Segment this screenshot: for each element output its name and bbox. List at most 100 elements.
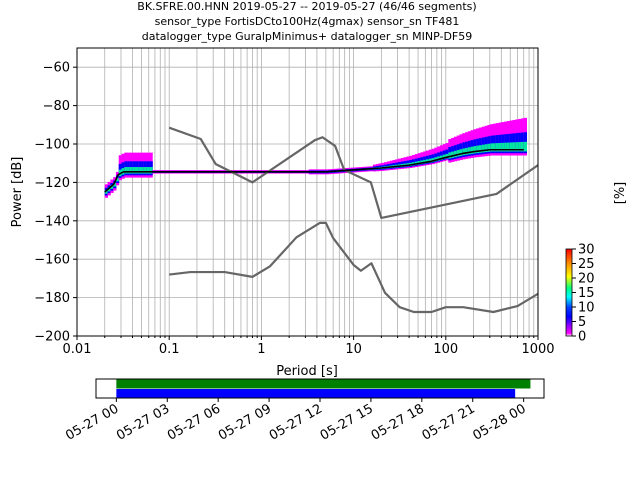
psd-cell-high xyxy=(512,142,516,152)
mode-line xyxy=(104,148,524,193)
timeline-tick-label: 05-27 12 xyxy=(267,401,325,443)
timeline-bars xyxy=(116,379,531,398)
colorbar-tick-label: 0 xyxy=(578,330,586,345)
y-tick-label: −80 xyxy=(43,99,70,114)
x-tick-label: 0.1 xyxy=(159,342,180,357)
x-tick-label: 100 xyxy=(433,342,458,357)
noise-model-lines xyxy=(104,126,538,314)
psd-cell-high xyxy=(518,142,522,152)
psd-cell-high xyxy=(442,154,447,160)
psd-cell-high xyxy=(129,167,134,174)
psd-cell-high xyxy=(490,143,494,152)
psd-cell-high xyxy=(504,142,508,152)
psd-cell-high xyxy=(141,167,145,174)
colorbar-tick-label: 5 xyxy=(578,315,586,330)
x-tick-label: 1 xyxy=(257,342,265,357)
x-tick-label: 10 xyxy=(345,342,362,357)
main-grid xyxy=(77,48,538,336)
main-axes: 0.01 0.1 1 10 100 1000 −200 −180 −160 −140 −120 −10… xyxy=(34,61,554,357)
colorbar-label: [%] xyxy=(613,182,628,205)
psd-cell-high xyxy=(479,145,483,153)
psd-cell-high xyxy=(506,142,511,152)
psd-cell-high xyxy=(445,153,449,159)
psd-cell-high xyxy=(124,167,128,174)
timeline-tick-label: 05-28 00 xyxy=(471,401,529,443)
y-tick-label: −120 xyxy=(34,176,70,191)
psd-cell-high xyxy=(501,142,505,152)
psd-segments-bar xyxy=(116,389,516,398)
psd-cell-high xyxy=(146,167,150,174)
psd-cell-high xyxy=(135,167,139,174)
psd-cell-high xyxy=(498,142,502,152)
y-axis-label: Power [dB] xyxy=(10,157,25,228)
high-noise-model-line xyxy=(168,126,538,220)
psd-cell-high xyxy=(132,167,136,174)
psd-cell-high xyxy=(453,150,458,158)
psd-cell-high xyxy=(110,185,114,189)
psd-cell-high xyxy=(143,167,148,174)
timeline-tick-label: 05-27 03 xyxy=(114,401,172,443)
colorbar-tick-label: 10 xyxy=(578,301,595,316)
colorbar-tick-label: 20 xyxy=(578,272,595,287)
psd-cell-high xyxy=(115,177,120,182)
title-line-3: datalogger_type GuralpMinimus+ datalogge… xyxy=(142,30,473,43)
title-line-2: sensor_type FortisDCto100Hz(4gmax) senso… xyxy=(155,15,460,28)
psd-cell-high xyxy=(481,144,486,153)
y-tick-label: −140 xyxy=(34,214,70,229)
main-plot-frame xyxy=(76,47,539,337)
x-axis-label: Period [s] xyxy=(276,364,338,379)
psd-cell-high xyxy=(462,148,466,156)
x-tick-label: 0.01 xyxy=(63,342,92,357)
psd-cell-high xyxy=(459,149,463,156)
timeline-tick-label: 05-27 06 xyxy=(165,401,223,443)
psd-cell-high xyxy=(107,187,111,192)
psd-cell-high xyxy=(523,141,528,152)
low-noise-model-line xyxy=(169,221,538,314)
psd-cell-high xyxy=(520,141,525,152)
y-tick-label: −200 xyxy=(34,330,70,345)
timeline-tick-label: 05-27 18 xyxy=(369,401,427,443)
psd-cell-high xyxy=(104,190,109,194)
psd-cell-high xyxy=(138,167,142,174)
colorbar-tick-label: 15 xyxy=(578,286,595,301)
psd-cell-high xyxy=(149,167,153,174)
timeline-tick-label: 05-27 15 xyxy=(318,401,376,443)
y-tick-label: −180 xyxy=(34,291,70,306)
colorbar-tick-label: 30 xyxy=(578,243,595,258)
y-tick-label: −100 xyxy=(34,138,70,153)
y-tick-label: −160 xyxy=(34,253,70,268)
psd-cell-high xyxy=(495,143,500,152)
psd-cell-high xyxy=(509,142,514,152)
psd-cell-high xyxy=(467,147,472,155)
psd-cell-high xyxy=(476,145,480,154)
psd-cell-high xyxy=(439,155,444,160)
x-tick-label: 1000 xyxy=(521,342,554,357)
timeline-tick-label: 05-27 21 xyxy=(420,401,478,443)
timeline-tick-label: 05-27 00 xyxy=(63,401,121,443)
psd-cell-high xyxy=(515,142,519,152)
psd-cell-high xyxy=(448,152,452,159)
psd-cell-high xyxy=(492,143,497,152)
psd-cell-high xyxy=(487,143,491,152)
psd-cell-high xyxy=(484,144,488,153)
psd-cell-high xyxy=(465,147,469,155)
psd-cell-high xyxy=(473,146,477,154)
chart-title: BK.SFRE.00.HNN 2019-05-27 -- 2019-05-27 … xyxy=(137,0,476,43)
data-coverage-bar xyxy=(116,379,531,389)
psd-cell-high xyxy=(451,151,455,158)
colorbar-tick-label: 25 xyxy=(578,257,595,272)
timeline-tick-label: 05-27 09 xyxy=(216,401,274,443)
psd-cell-high xyxy=(113,182,117,187)
psd-cell-high xyxy=(456,150,460,157)
psd-histogram xyxy=(104,117,528,198)
title-line-1: BK.SFRE.00.HNN 2019-05-27 -- 2019-05-27 … xyxy=(137,0,476,13)
psd-cell-high xyxy=(127,167,131,174)
colorbar-gradient xyxy=(565,248,573,337)
psd-cell-high xyxy=(470,146,474,154)
